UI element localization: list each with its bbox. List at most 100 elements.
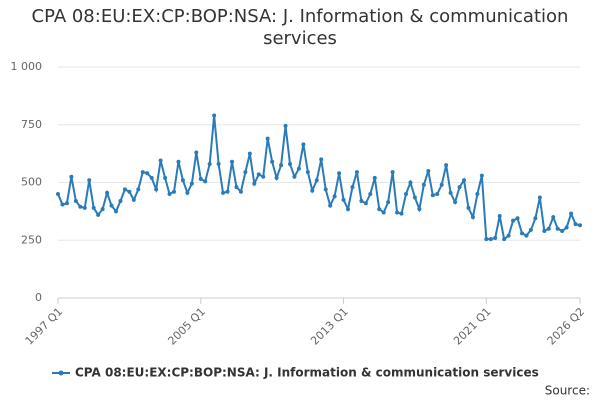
point bbox=[96, 212, 101, 217]
point bbox=[390, 170, 395, 175]
point bbox=[479, 173, 484, 178]
point bbox=[314, 178, 319, 183]
point bbox=[386, 200, 391, 205]
point bbox=[448, 190, 453, 195]
point bbox=[408, 180, 413, 185]
point bbox=[564, 225, 569, 230]
point bbox=[270, 159, 275, 164]
x-tick-label: 2026 Q2 bbox=[545, 305, 588, 348]
point bbox=[328, 203, 333, 208]
point bbox=[203, 179, 208, 184]
point bbox=[381, 210, 386, 215]
point bbox=[506, 233, 511, 238]
point bbox=[560, 229, 565, 234]
point bbox=[404, 192, 408, 197]
point bbox=[555, 226, 560, 231]
point bbox=[515, 216, 520, 221]
point bbox=[73, 198, 78, 203]
point bbox=[180, 178, 185, 183]
point bbox=[537, 195, 542, 200]
point bbox=[78, 204, 83, 209]
point bbox=[238, 189, 243, 194]
x-tick-label: 2021 Q1 bbox=[451, 305, 494, 348]
point bbox=[82, 205, 87, 210]
point bbox=[528, 227, 533, 232]
point bbox=[167, 192, 172, 197]
x-tick-label: 1997 Q1 bbox=[23, 305, 66, 348]
point bbox=[243, 170, 248, 175]
point bbox=[283, 123, 288, 128]
point bbox=[310, 188, 315, 193]
point bbox=[502, 237, 507, 242]
point bbox=[359, 198, 364, 203]
point bbox=[247, 151, 252, 156]
point bbox=[542, 229, 547, 234]
point bbox=[435, 192, 440, 197]
point bbox=[100, 207, 105, 212]
line bbox=[57, 115, 581, 241]
point bbox=[87, 178, 92, 183]
point bbox=[296, 166, 301, 171]
y-tick-label: 750 bbox=[21, 118, 42, 131]
point bbox=[127, 189, 132, 194]
y-tick-label: 250 bbox=[21, 233, 42, 246]
point bbox=[421, 182, 426, 187]
point bbox=[207, 162, 212, 167]
point bbox=[145, 171, 150, 176]
point bbox=[417, 207, 422, 212]
point bbox=[457, 185, 462, 190]
point bbox=[176, 159, 181, 164]
point bbox=[430, 193, 435, 198]
point bbox=[319, 157, 324, 162]
point bbox=[524, 233, 529, 238]
point bbox=[216, 162, 221, 167]
point bbox=[131, 197, 136, 202]
point bbox=[368, 192, 373, 197]
point bbox=[412, 195, 417, 200]
point bbox=[122, 187, 127, 192]
y-tick-label: 500 bbox=[21, 176, 42, 189]
legend-label: CPA 08:EU:EX:CP:BOP:NSA: J. Information … bbox=[75, 366, 539, 380]
point bbox=[372, 175, 377, 180]
point bbox=[350, 185, 355, 190]
point bbox=[140, 170, 145, 175]
point bbox=[221, 190, 226, 195]
point bbox=[546, 226, 551, 231]
point bbox=[230, 159, 234, 164]
point bbox=[163, 175, 168, 180]
point bbox=[261, 174, 266, 179]
point bbox=[185, 190, 190, 195]
point bbox=[551, 215, 556, 220]
point bbox=[569, 211, 574, 216]
point bbox=[399, 211, 404, 216]
point bbox=[60, 202, 65, 207]
point bbox=[292, 174, 297, 179]
point bbox=[301, 142, 306, 147]
legend-marker bbox=[58, 370, 64, 376]
point bbox=[109, 203, 114, 208]
point bbox=[118, 198, 123, 203]
point bbox=[453, 200, 458, 205]
point bbox=[466, 205, 471, 210]
point bbox=[198, 177, 203, 182]
point bbox=[252, 181, 257, 186]
point bbox=[346, 207, 350, 212]
point bbox=[158, 158, 163, 163]
chart-title: CPA 08:EU:EX:CP:BOP:NSA: J. Information … bbox=[31, 6, 569, 49]
point bbox=[305, 170, 310, 175]
point bbox=[323, 187, 328, 192]
point bbox=[484, 237, 489, 242]
point bbox=[493, 235, 498, 240]
point bbox=[114, 209, 118, 214]
point bbox=[212, 113, 217, 118]
point bbox=[154, 187, 159, 192]
y-tick-label: 1 000 bbox=[11, 60, 43, 73]
point bbox=[256, 172, 261, 177]
point bbox=[194, 150, 199, 155]
x-tick-label: 2013 Q1 bbox=[308, 305, 351, 348]
point bbox=[265, 136, 270, 141]
point bbox=[279, 163, 284, 168]
point bbox=[69, 174, 74, 179]
